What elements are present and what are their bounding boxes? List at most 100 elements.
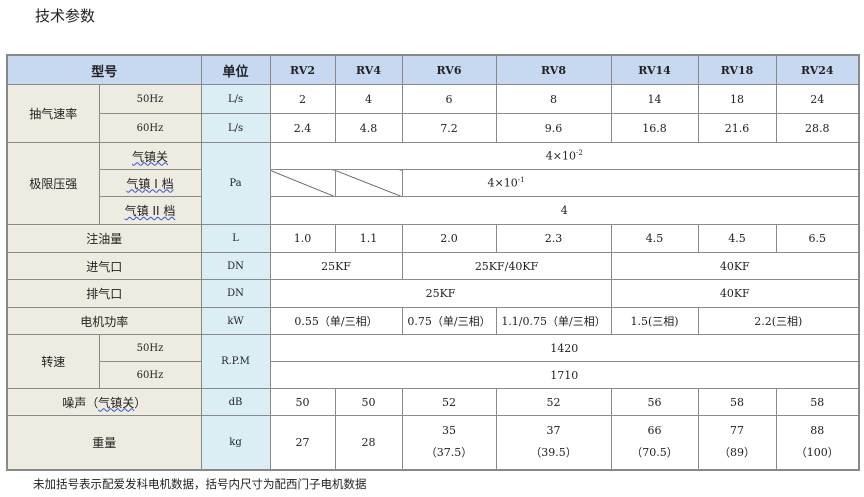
cell: 56 — [610, 388, 699, 416]
inlet-label: 进气口 — [6, 252, 202, 280]
cell: 40KF — [610, 252, 860, 280]
cell: 25KF — [269, 279, 612, 308]
weight-label: 重量 — [6, 415, 202, 470]
unit-cell: kg — [200, 415, 271, 470]
oil-label: 注油量 — [6, 224, 202, 253]
cell: 8 — [495, 84, 612, 114]
table-row: 噪声（气镇关） dB 50 50 52 52 56 58 58 — [6, 388, 860, 416]
header-unit: 单位 — [200, 54, 271, 85]
cell: 4 — [334, 84, 403, 114]
unit-cell: dB — [200, 388, 271, 416]
table-row: 排气口 DN 25KF 40KF — [6, 279, 860, 308]
table-row: 进气口 DN 25KF 25KF/40KF 40KF — [6, 252, 860, 280]
sub-label: 气镇 I 档 — [126, 176, 174, 191]
header-rv18: RV18 — [697, 54, 777, 85]
cell: 35 （37.5） — [401, 415, 497, 470]
cell: 58 — [697, 388, 777, 416]
cell: 66 （70.5） — [610, 415, 699, 470]
label-text: ） — [134, 395, 147, 410]
exponent: -1 — [517, 176, 525, 185]
sub-label: 气镇 II 档 — [124, 204, 176, 218]
cell: 4 — [269, 196, 860, 225]
table-row: 极限压强 气镇关 Pa 4×10-2 — [6, 142, 860, 225]
cell: 25KF/40KF — [401, 252, 612, 280]
cell: 14 — [610, 84, 699, 114]
header-rv4: RV4 — [334, 54, 403, 85]
unit-cell: DN — [200, 252, 271, 280]
exponent: -2 — [575, 149, 583, 158]
cell: 28 — [334, 415, 403, 470]
header-model: 型号 — [6, 54, 202, 85]
cell: 2 — [269, 84, 336, 114]
value: 66 — [647, 424, 662, 438]
cell: 1.5(三相) — [610, 307, 699, 335]
cell: 77 （89） — [697, 415, 777, 470]
header-rv8: RV8 — [495, 54, 612, 85]
rpm-label: 转速 — [6, 334, 100, 389]
motor-label: 电机功率 — [6, 307, 202, 335]
unit-cell: kW — [200, 307, 271, 335]
pump-speed-label: 抽气速率 — [6, 84, 100, 143]
cell: 52 — [495, 388, 612, 416]
cell: 52 — [401, 388, 497, 416]
alt-value: （100） — [795, 446, 839, 460]
cell: 50 — [334, 388, 403, 416]
header-rv2: RV2 — [269, 54, 336, 85]
section-title: 技术参数 — [35, 7, 96, 25]
footnote: 未加括号表示配爱发科电机数据，括号内尺寸为配西门子电机数据 — [33, 477, 367, 491]
table-row: 气镇 II 档 4 — [7, 196, 860, 225]
value: 4×10 — [487, 176, 518, 190]
cell: 40KF — [610, 279, 860, 308]
cell: 58 — [775, 388, 860, 416]
cell: 0.75（单/三相） — [401, 307, 497, 335]
alt-value: （89） — [719, 446, 756, 460]
cell: 1.1/0.75（单/三相） — [495, 307, 612, 335]
pressure-label: 极限压强 — [6, 142, 100, 225]
table-row: 电机功率 kW 0.55（单/三相） 0.75（单/三相） 1.1/0.75（单… — [6, 307, 860, 335]
sub-label: 50Hz — [98, 334, 202, 362]
cell: 1420 — [269, 334, 860, 362]
table-row: 注油量 L 1.0 1.1 2.0 2.3 4.5 4.5 6.5 — [6, 224, 860, 253]
cell: 1710 — [269, 361, 860, 389]
unit-cell: Pa — [200, 142, 271, 225]
header-rv6: RV6 — [401, 54, 497, 85]
value: 35 — [442, 424, 457, 438]
unit-cell: R.P.M — [200, 334, 271, 389]
cell: 4.5 — [697, 224, 777, 253]
cell: 18 — [697, 84, 777, 114]
cell: 2.4 — [269, 113, 336, 143]
value: 88 — [810, 424, 825, 438]
header-rv24: RV24 — [775, 54, 860, 85]
label-text: 气镇关 — [98, 395, 135, 410]
cell: 4×10-1 — [401, 169, 860, 197]
cell: 88 （100） — [775, 415, 860, 470]
table-row: 重量 kg 27 28 35 （37.5） 37 （39.5） 66 （70.5） 7… — [6, 415, 860, 470]
cell: 50 — [269, 388, 336, 416]
cell: 21.6 — [697, 113, 777, 143]
cell: 24 — [775, 84, 860, 114]
noise-label: 噪声（气镇关） — [6, 388, 202, 416]
cell: 9.6 — [495, 113, 612, 143]
cell: 16.8 — [610, 113, 699, 143]
na-cell — [334, 169, 403, 197]
outlet-label: 排气口 — [6, 279, 202, 308]
cell: 2.3 — [495, 224, 612, 253]
cell: 27 — [269, 415, 336, 470]
cell: 4×10-2 — [269, 142, 860, 170]
unit-cell: L — [200, 224, 271, 253]
cell: 28.8 — [775, 113, 860, 143]
cell: 4.5 — [610, 224, 699, 253]
cell: 6.5 — [775, 224, 860, 253]
cell: 2.2(三相) — [697, 307, 860, 335]
unit-cell: L/s — [200, 84, 271, 114]
table-row: 抽气速率 50Hz L/s 2 4 6 8 14 18 24 — [6, 84, 860, 143]
cell: 0.55（单/三相） — [269, 307, 403, 335]
alt-value: （70.5） — [631, 446, 678, 460]
header-row: 型号 单位 RV2 RV4 RV6 RV8 RV14 RV18 RV24 — [6, 54, 860, 85]
sub-label: 60Hz — [98, 113, 202, 143]
unit-cell: DN — [200, 279, 271, 308]
sub-label: 气镇关 — [132, 149, 169, 164]
value: 37 — [546, 424, 561, 438]
cell: 1.1 — [334, 224, 403, 253]
cell: 37 （39.5） — [495, 415, 612, 470]
